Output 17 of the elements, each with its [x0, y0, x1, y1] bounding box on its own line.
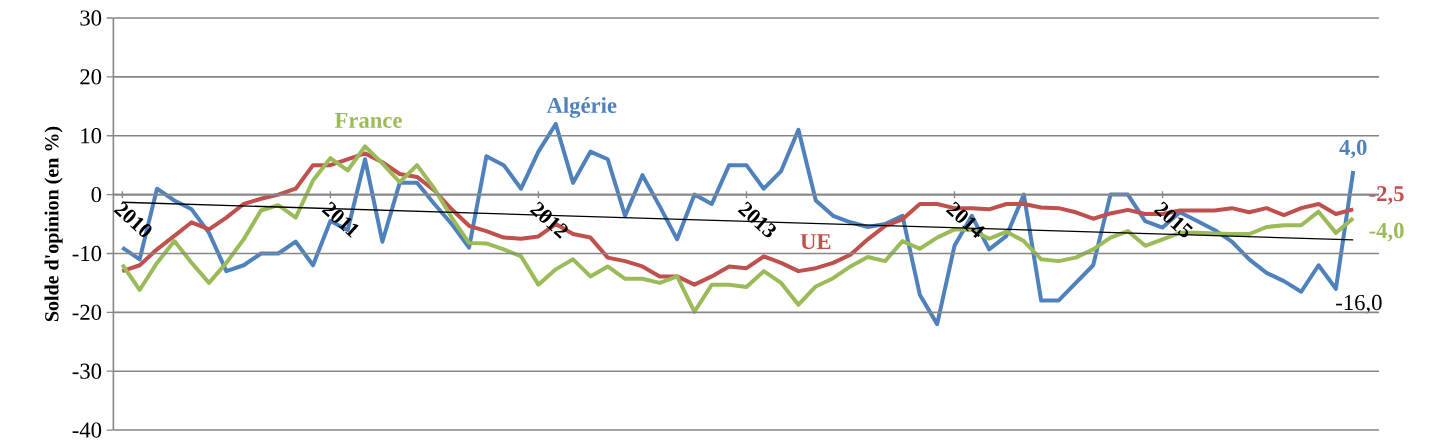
- series-label: UE: [800, 234, 831, 250]
- y-tick-label: -30: [72, 363, 102, 379]
- x-tick-label: 2010: [113, 201, 152, 237]
- annotation: -16,0: [1336, 294, 1382, 314]
- data-label: -2,5: [1369, 186, 1404, 205]
- y-axis-title: Solde d'opinion (en %): [44, 126, 63, 322]
- y-tick-label: 20: [80, 69, 102, 85]
- y-tick-label: -20: [72, 304, 102, 320]
- y-tick-label: 30: [80, 10, 102, 26]
- series-label: Algérie: [546, 97, 617, 118]
- y-tick-label: 10: [81, 128, 102, 144]
- y-tick-label: 0: [91, 186, 102, 203]
- y-tick-label: -40: [72, 422, 102, 438]
- data-label: 4,0: [1339, 139, 1367, 159]
- series-label: France: [334, 112, 402, 128]
- data-label: -4,0: [1369, 222, 1404, 242]
- y-tick-label: -10: [72, 245, 102, 262]
